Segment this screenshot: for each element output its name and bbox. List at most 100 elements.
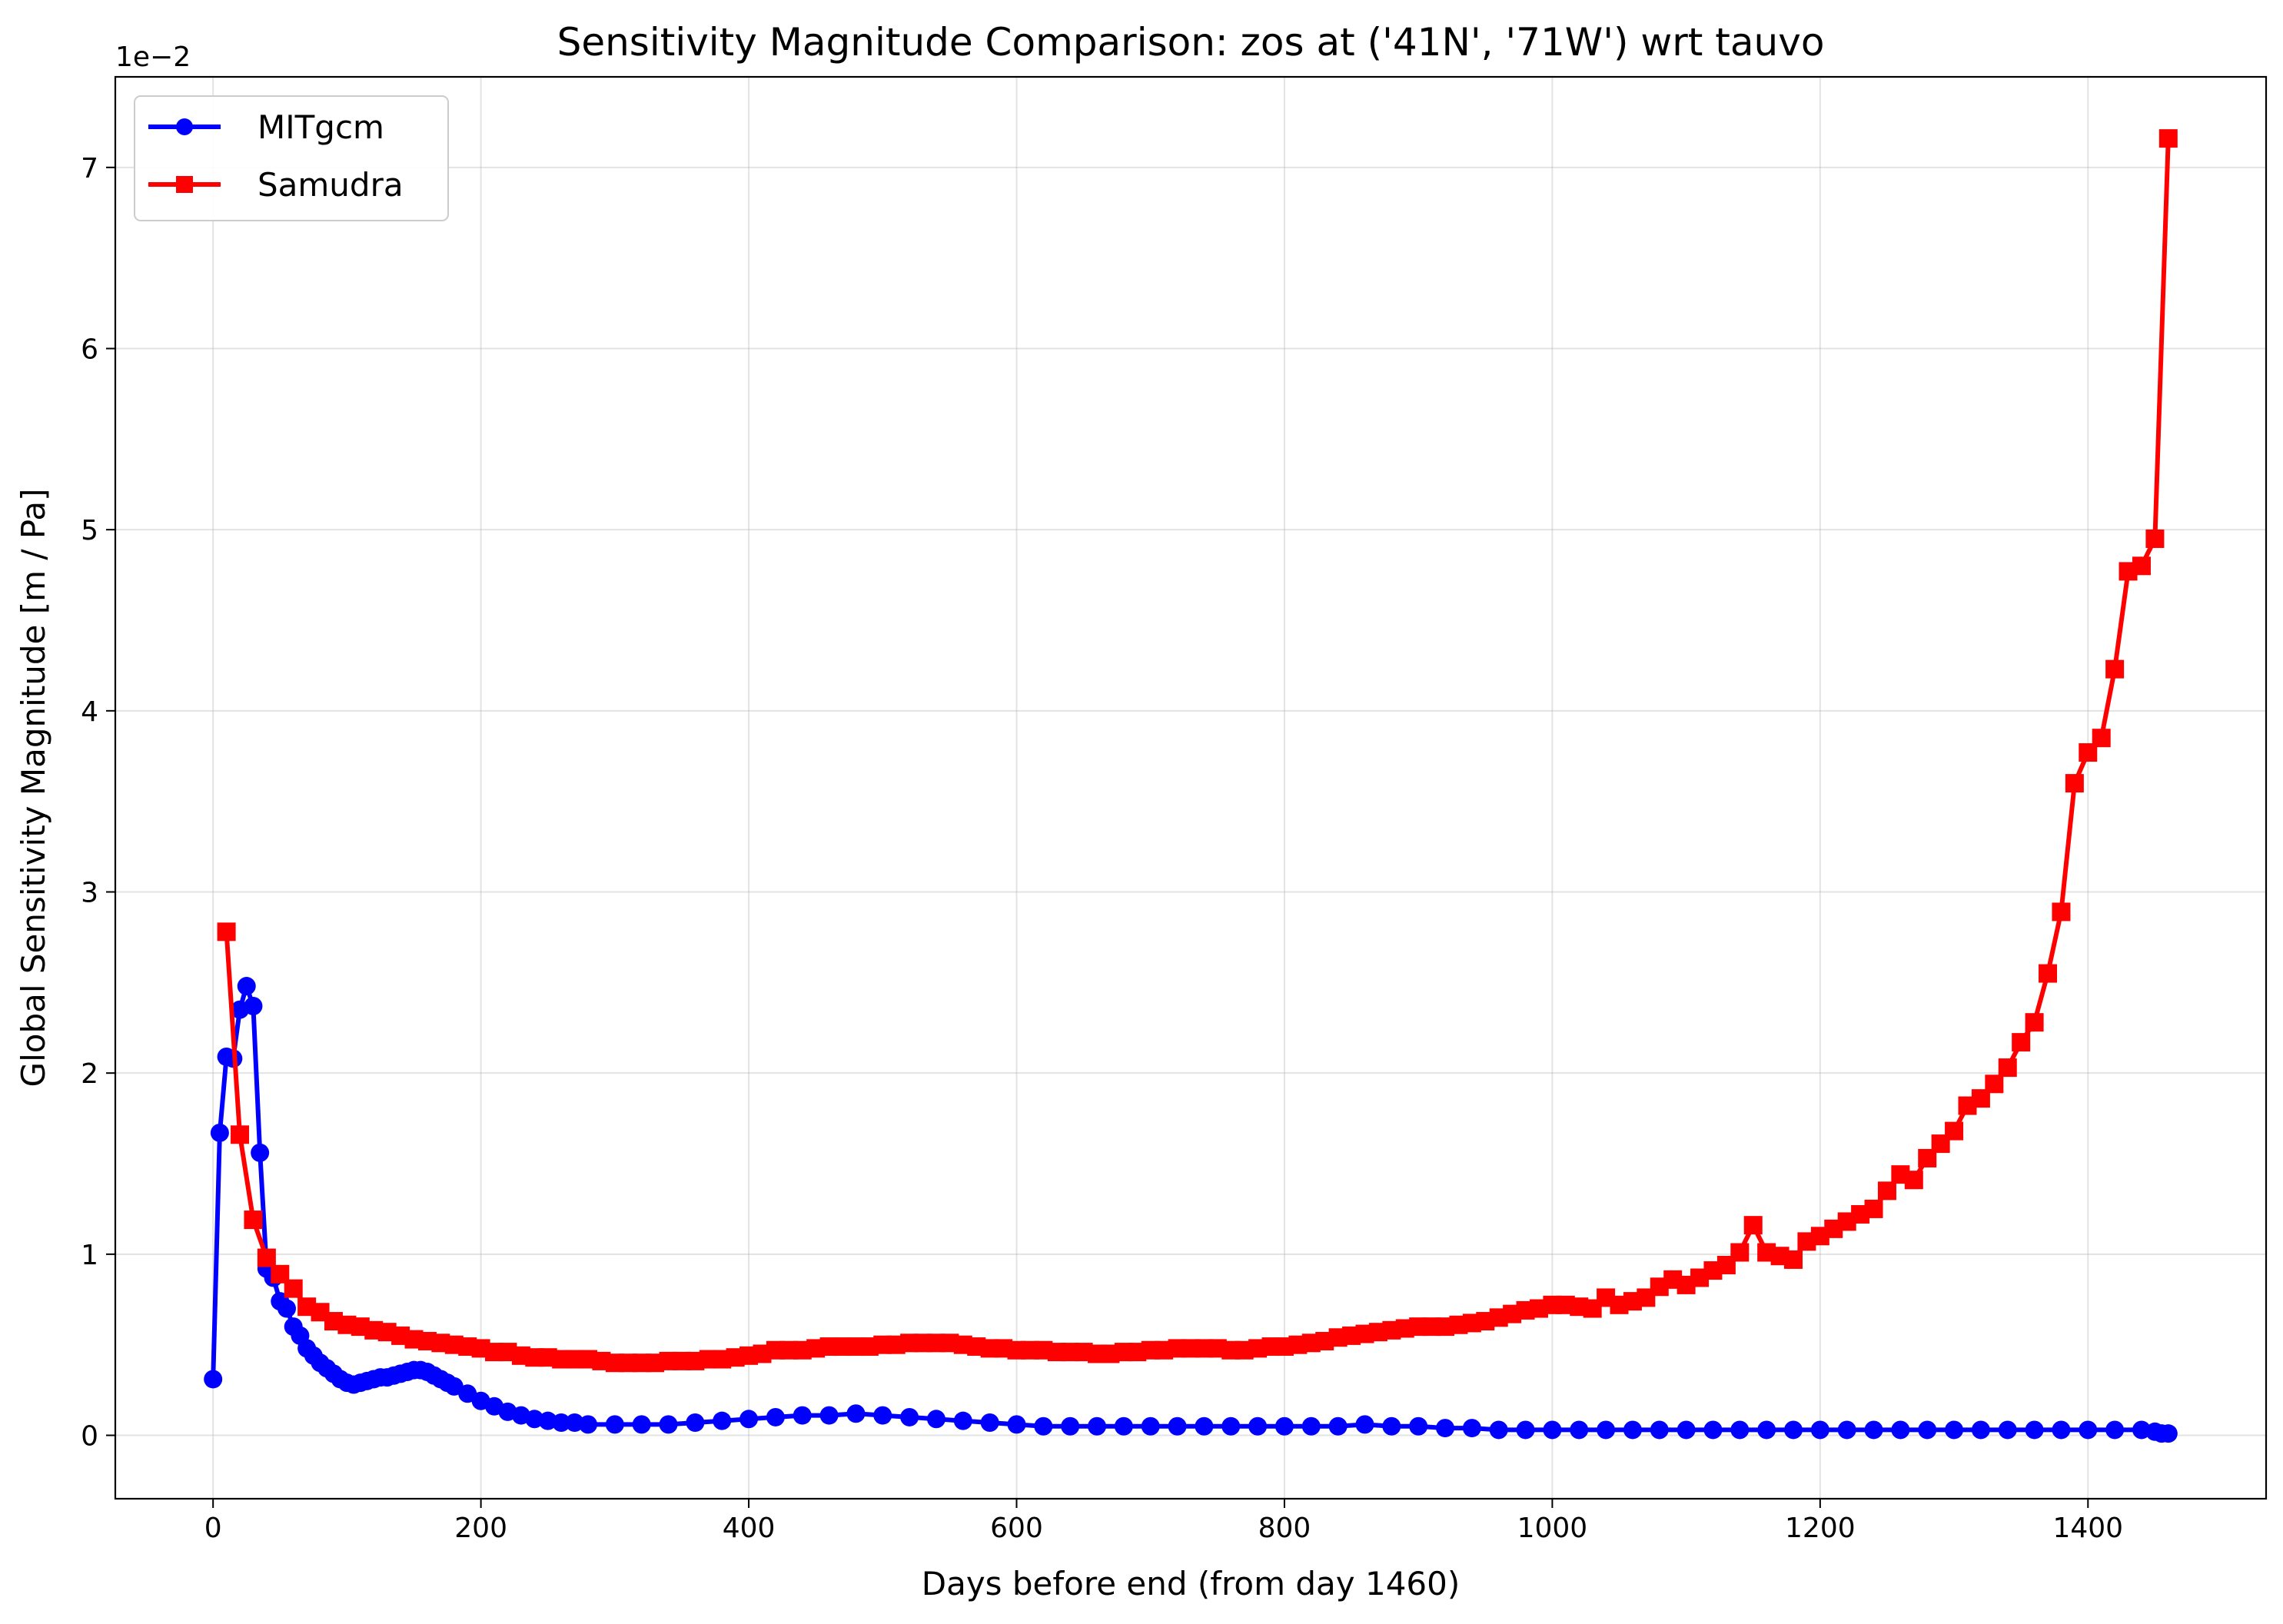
y-tick-label: 0 bbox=[81, 1421, 98, 1453]
data-point bbox=[2105, 659, 2125, 679]
data-point bbox=[659, 1415, 678, 1434]
y-tick-label: 1 bbox=[81, 1240, 98, 1271]
data-point bbox=[2158, 129, 2178, 148]
data-point bbox=[1650, 1420, 1669, 1440]
data-point bbox=[251, 1143, 270, 1162]
x-tick-label: 800 bbox=[1258, 1513, 1311, 1544]
series-line bbox=[224, 138, 2171, 1366]
data-point bbox=[2158, 1424, 2178, 1443]
x-tick-label: 600 bbox=[990, 1513, 1043, 1544]
legend-marker-samudra bbox=[176, 176, 193, 193]
data-point bbox=[1462, 1419, 1481, 1438]
data-point bbox=[1274, 1416, 1294, 1436]
grid bbox=[115, 77, 2266, 1499]
data-point bbox=[2039, 964, 2058, 983]
data-point bbox=[1891, 1420, 1910, 1440]
data-point bbox=[244, 996, 263, 1015]
data-point bbox=[1597, 1420, 1616, 1440]
data-point bbox=[686, 1413, 705, 1433]
data-point bbox=[1328, 1416, 1348, 1436]
data-point bbox=[1061, 1416, 1080, 1436]
data-point bbox=[1007, 1415, 1026, 1434]
series-mitgcm bbox=[204, 977, 2178, 1443]
data-point bbox=[819, 1406, 839, 1425]
y-offset-label: 1e−2 bbox=[115, 42, 191, 73]
data-point bbox=[1757, 1420, 1776, 1440]
data-point bbox=[284, 1279, 303, 1298]
data-point bbox=[1945, 1420, 1964, 1440]
data-point bbox=[2025, 1420, 2044, 1440]
data-point bbox=[2052, 902, 2071, 922]
data-point bbox=[1382, 1416, 1401, 1436]
data-point bbox=[1489, 1420, 1508, 1440]
data-point bbox=[579, 1415, 598, 1434]
plot-area-frame bbox=[114, 75, 2268, 1500]
data-point bbox=[1034, 1416, 1053, 1436]
data-point bbox=[739, 1410, 759, 1429]
x-tick-label: 1400 bbox=[2052, 1513, 2123, 1544]
x-tick-label: 200 bbox=[454, 1513, 507, 1544]
data-point bbox=[2132, 556, 2151, 576]
data-point bbox=[1730, 1420, 1750, 1440]
y-axis-title: Global Sensitivity Magnitude [m / Pa] bbox=[15, 489, 52, 1088]
data-point bbox=[1677, 1420, 1696, 1440]
x-tick-label: 0 bbox=[204, 1513, 222, 1544]
series-layer bbox=[204, 129, 2178, 1443]
data-point bbox=[632, 1415, 651, 1434]
data-point bbox=[1877, 1181, 1896, 1201]
data-point bbox=[1114, 1416, 1133, 1436]
data-point bbox=[1516, 1420, 1535, 1440]
data-point bbox=[1783, 1250, 1803, 1269]
data-point bbox=[244, 1211, 263, 1230]
data-point bbox=[1864, 1199, 1883, 1218]
data-point bbox=[1743, 1216, 1763, 1235]
data-point bbox=[1168, 1416, 1187, 1436]
series-samudra bbox=[217, 129, 2178, 1373]
data-point bbox=[1248, 1416, 1268, 1436]
data-point bbox=[1918, 1420, 1937, 1440]
data-point bbox=[846, 1404, 866, 1423]
data-point bbox=[2025, 1013, 2044, 1032]
data-point bbox=[217, 922, 236, 942]
data-point bbox=[210, 1123, 229, 1142]
y-tick-label: 4 bbox=[81, 696, 98, 728]
data-point bbox=[1409, 1416, 1428, 1436]
data-point bbox=[1570, 1420, 1589, 1440]
data-point bbox=[1355, 1415, 1374, 1434]
data-point bbox=[1088, 1416, 1107, 1436]
legend-label-samudra: Samudra bbox=[258, 166, 404, 204]
data-point bbox=[2145, 529, 2165, 548]
x-tick-label: 1200 bbox=[1785, 1513, 1856, 1544]
data-point bbox=[1837, 1420, 1856, 1440]
data-point bbox=[2012, 1033, 2031, 1052]
data-point bbox=[766, 1407, 785, 1426]
data-point bbox=[1783, 1420, 1803, 1440]
data-point bbox=[2092, 729, 2111, 748]
axis-ticks: 0 200 400 600 800 1000 1200 1400 0 1 2 3 4 5 6 7 bbox=[81, 153, 2123, 1544]
data-point bbox=[1971, 1420, 1990, 1440]
data-point bbox=[1864, 1420, 1883, 1440]
data-point bbox=[257, 1248, 276, 1267]
data-point bbox=[204, 1370, 223, 1389]
chart-title: Sensitivity Magnitude Comparison: zos at… bbox=[557, 20, 1825, 65]
data-point bbox=[237, 977, 256, 996]
data-point bbox=[1221, 1416, 1241, 1436]
data-point bbox=[1436, 1419, 1455, 1438]
legend-label-mitgcm: MITgcm bbox=[258, 108, 384, 146]
y-tick-label: 2 bbox=[81, 1058, 98, 1090]
data-point bbox=[793, 1406, 812, 1425]
data-point bbox=[1998, 1420, 2017, 1440]
data-point bbox=[1141, 1416, 1160, 1436]
data-point bbox=[277, 1299, 297, 1318]
y-tick-label: 6 bbox=[81, 334, 98, 366]
data-point bbox=[1945, 1121, 1964, 1141]
data-point bbox=[1703, 1420, 1723, 1440]
data-point bbox=[873, 1406, 892, 1425]
data-point bbox=[1623, 1420, 1642, 1440]
data-point bbox=[2052, 1420, 2071, 1440]
legend: MITgcm Samudra bbox=[134, 95, 449, 221]
data-point bbox=[1810, 1420, 1829, 1440]
data-point bbox=[900, 1407, 919, 1426]
data-point bbox=[231, 1125, 250, 1144]
